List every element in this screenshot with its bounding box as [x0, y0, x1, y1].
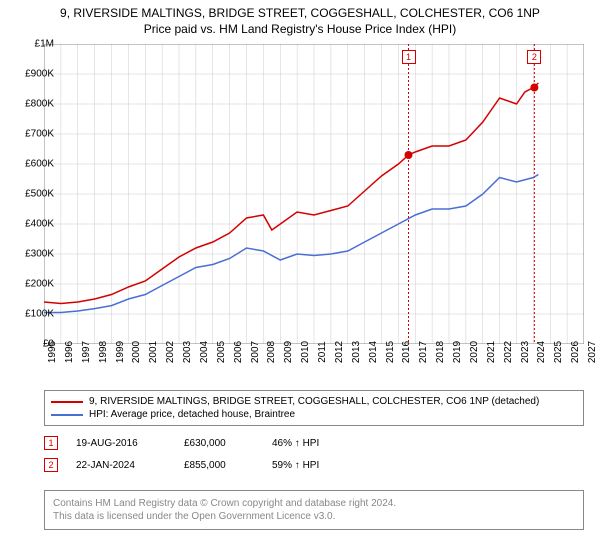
x-tick-label: 2005 [216, 341, 227, 363]
chart-marker-badge: 2 [527, 50, 541, 64]
marker-badge: 2 [44, 458, 58, 472]
x-tick-label: 2000 [131, 341, 142, 363]
x-tick-label: 2006 [233, 341, 244, 363]
x-tick-label: 2024 [536, 341, 547, 363]
legend: 9, RIVERSIDE MALTINGS, BRIDGE STREET, CO… [44, 390, 584, 426]
table-row: 2 22-JAN-2024 £855,000 59% ↑ HPI [44, 454, 584, 476]
x-tick-label: 1999 [115, 341, 126, 363]
chart-subtitle: Price paid vs. HM Land Registry's House … [0, 22, 600, 40]
legend-item-property: 9, RIVERSIDE MALTINGS, BRIDGE STREET, CO… [51, 395, 577, 408]
legend-item-hpi: HPI: Average price, detached house, Brai… [51, 408, 577, 421]
y-tick-label: £500K [25, 189, 54, 200]
legend-swatch [51, 401, 83, 403]
x-tick-label: 1995 [47, 341, 58, 363]
x-tick-label: 2019 [452, 341, 463, 363]
chart-marker-badge: 1 [402, 50, 416, 64]
transaction-date: 22-JAN-2024 [76, 460, 166, 471]
legend-label: HPI: Average price, detached house, Brai… [89, 409, 295, 420]
chart-svg [44, 44, 584, 344]
y-tick-label: £700K [25, 129, 54, 140]
footer-line: This data is licensed under the Open Gov… [53, 510, 575, 523]
legend-label: 9, RIVERSIDE MALTINGS, BRIDGE STREET, CO… [89, 396, 539, 407]
y-tick-label: £1M [35, 39, 54, 50]
x-tick-label: 2001 [148, 341, 159, 363]
y-tick-label: £600K [25, 159, 54, 170]
legend-swatch [51, 414, 83, 416]
x-tick-label: 2010 [300, 341, 311, 363]
transaction-price: £630,000 [184, 438, 254, 449]
x-tick-label: 2025 [553, 341, 564, 363]
transaction-price: £855,000 [184, 460, 254, 471]
y-tick-label: £400K [25, 219, 54, 230]
x-tick-label: 1996 [64, 341, 75, 363]
chart-container: 9, RIVERSIDE MALTINGS, BRIDGE STREET, CO… [0, 0, 600, 560]
marker-badge: 1 [44, 436, 58, 450]
table-row: 1 19-AUG-2016 £630,000 46% ↑ HPI [44, 432, 584, 454]
x-tick-label: 2007 [250, 341, 261, 363]
x-tick-label: 1998 [98, 341, 109, 363]
x-tick-label: 2020 [469, 341, 480, 363]
x-tick-label: 2027 [587, 341, 598, 363]
x-tick-label: 2016 [401, 341, 412, 363]
x-tick-label: 2012 [334, 341, 345, 363]
y-tick-label: £300K [25, 249, 54, 260]
y-tick-label: £100K [25, 309, 54, 320]
x-tick-label: 2004 [199, 341, 210, 363]
x-tick-label: 2002 [165, 341, 176, 363]
x-tick-label: 2015 [385, 341, 396, 363]
y-tick-label: £800K [25, 99, 54, 110]
transaction-table: 1 19-AUG-2016 £630,000 46% ↑ HPI 2 22-JA… [44, 432, 584, 476]
transaction-pct: 46% ↑ HPI [272, 438, 352, 449]
x-tick-label: 2021 [486, 341, 497, 363]
chart-plot-area [44, 44, 584, 344]
x-tick-label: 2018 [435, 341, 446, 363]
footer-attribution: Contains HM Land Registry data © Crown c… [44, 490, 584, 530]
x-tick-label: 2011 [317, 341, 328, 363]
x-tick-label: 2014 [368, 341, 379, 363]
transaction-date: 19-AUG-2016 [76, 438, 166, 449]
footer-line: Contains HM Land Registry data © Crown c… [53, 497, 575, 510]
y-tick-label: £900K [25, 69, 54, 80]
x-tick-label: 2009 [283, 341, 294, 363]
x-tick-label: 2008 [266, 341, 277, 363]
x-tick-label: 2026 [570, 341, 581, 363]
x-tick-label: 2017 [418, 341, 429, 363]
x-tick-label: 1997 [81, 341, 92, 363]
x-tick-label: 2003 [182, 341, 193, 363]
chart-title: 9, RIVERSIDE MALTINGS, BRIDGE STREET, CO… [0, 0, 600, 22]
x-tick-label: 2023 [520, 341, 531, 363]
x-tick-label: 2022 [503, 341, 514, 363]
y-tick-label: £200K [25, 279, 54, 290]
transaction-pct: 59% ↑ HPI [272, 460, 352, 471]
x-tick-label: 2013 [351, 341, 362, 363]
